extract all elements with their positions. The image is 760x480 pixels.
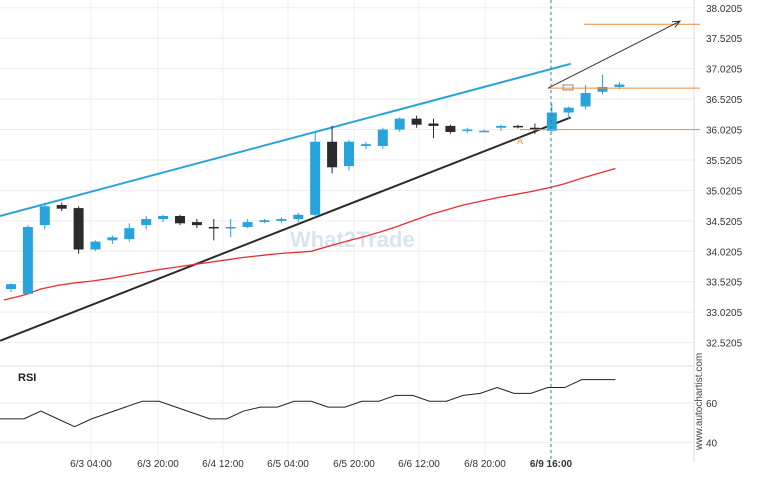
y-tick-label: 33.5205	[706, 278, 743, 289]
candle-body	[411, 118, 422, 125]
candle-body	[225, 226, 236, 229]
candle-body	[259, 220, 270, 223]
candle-body	[276, 219, 287, 221]
rsi-tick-label: 40	[706, 438, 718, 449]
y-tick-label: 37.5205	[706, 34, 743, 45]
candle-body	[377, 129, 388, 146]
candles	[6, 74, 625, 296]
x-tick-label: 6/5 20:00	[333, 459, 375, 470]
candle-body	[462, 129, 473, 132]
candle-body	[208, 226, 219, 229]
candle-body	[56, 205, 67, 209]
rsi-panel: 60 40	[0, 379, 718, 449]
x-tick-label: 6/9 16:00	[530, 459, 573, 470]
projection-arrow-head	[671, 20, 682, 28]
candle-body	[310, 141, 321, 215]
x-tick-label: 6/3 04:00	[70, 459, 112, 470]
candle-body	[445, 125, 456, 132]
candle-body	[124, 228, 135, 240]
y-tick-label: 34.5205	[706, 217, 743, 228]
candle-body	[394, 118, 405, 130]
candle-body	[158, 216, 169, 220]
support-line	[0, 116, 572, 342]
candle-body	[360, 144, 371, 146]
y-tick-label: 35.0205	[706, 186, 743, 197]
candle-body	[107, 237, 118, 241]
x-tick-label: 6/8 20:00	[464, 459, 506, 470]
projected-candle	[562, 84, 574, 91]
candle-body	[546, 112, 557, 131]
candle-body	[597, 86, 608, 92]
candle-body	[580, 93, 591, 107]
candle-body	[39, 206, 50, 226]
pattern-point-label: A	[517, 136, 523, 146]
candle-body	[175, 216, 185, 224]
candle-body	[479, 130, 490, 133]
y-tick-label: 36.0205	[706, 126, 743, 137]
candle-body	[22, 226, 33, 294]
rsi-tick-label: 60	[706, 399, 718, 410]
y-tick-label: 35.5205	[706, 156, 743, 167]
y-tick-label: 32.5205	[706, 339, 743, 350]
candle-body	[614, 84, 625, 87]
y-tick-label: 33.0205	[706, 308, 743, 319]
overlays: A	[517, 0, 700, 462]
candle-body	[191, 222, 202, 226]
candle-body	[6, 284, 16, 290]
side-brand-text: www.autochartist.com	[694, 353, 705, 451]
rsi-line	[0, 379, 616, 428]
projection-arrow-line	[547, 20, 681, 89]
candle-body	[73, 208, 84, 250]
x-tick-label: 6/5 04:00	[267, 459, 309, 470]
candle-body	[513, 125, 523, 128]
y-tick-label: 38.0205	[706, 4, 743, 15]
x-tick-label: 6/3 20:00	[137, 459, 179, 470]
x-tick-label: 6/4 12:00	[202, 459, 244, 470]
y-tick-label: 34.0205	[706, 247, 743, 258]
x-tick-label: 6/6 12:00	[398, 459, 440, 470]
candle-body	[293, 214, 304, 220]
y-axis-ticks: 38.0205 37.5205 37.0205 36.5205 36.0205 35.52…	[706, 4, 743, 350]
x-axis-ticks: 6/3 04:00 6/3 20:00 6/4 12:00 6/5 04:00 6/5 …	[70, 459, 572, 470]
candle-body	[563, 107, 574, 113]
grid	[0, 0, 695, 462]
candle-body	[90, 241, 101, 250]
candle-body	[327, 141, 338, 168]
candle-body	[344, 141, 354, 167]
candle-body	[428, 123, 439, 126]
y-tick-label: 37.0205	[706, 65, 743, 76]
candle-body	[529, 127, 540, 130]
trend-lines	[0, 62, 616, 342]
candle-body	[496, 125, 507, 128]
y-tick-label: 36.5205	[706, 95, 743, 106]
rsi-label: RSI	[18, 372, 36, 384]
resistance-line	[0, 62, 571, 217]
moving-average-line	[3, 167, 616, 301]
candle-body	[141, 219, 152, 226]
candle-body	[242, 222, 253, 227]
